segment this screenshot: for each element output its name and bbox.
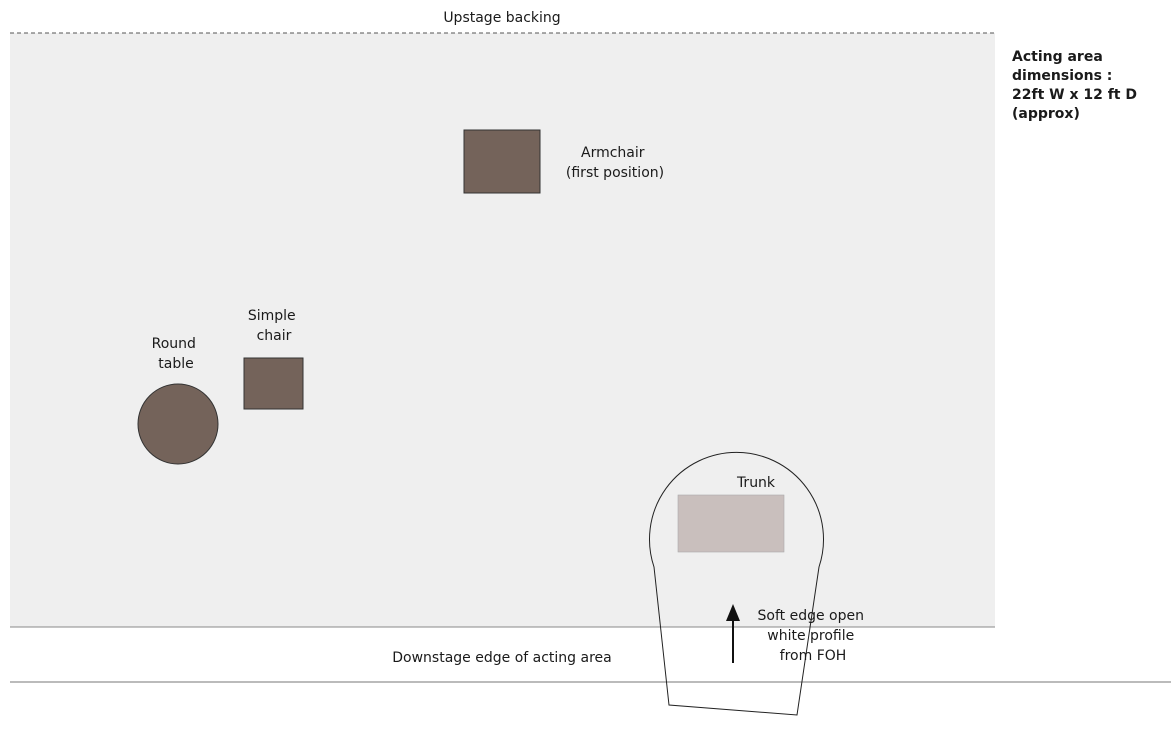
lighting-note: Soft edge open white profile from FOH (758, 608, 869, 664)
armchair-label: Armchair (first position) (566, 145, 664, 181)
simple-chair-label-line-1: Simple (248, 308, 296, 324)
trunk-prop (677, 494, 785, 553)
lighting-note-line-1: Soft edge open (758, 608, 864, 624)
trunk-label: Trunk (736, 475, 776, 491)
simple-chair-prop (243, 357, 304, 410)
lighting-note-line-3: from FOH (780, 648, 847, 664)
dimensions-line-1: Acting area (1012, 49, 1103, 65)
round-table-label-line-1: Round (152, 336, 196, 352)
armchair-prop (463, 129, 541, 194)
round-table-prop (137, 383, 219, 465)
lighting-note-line-2: white profile (767, 628, 854, 644)
simple-chair-label: Simple chair (248, 308, 300, 344)
armchair-label-line-1: Armchair (581, 145, 645, 161)
profile-beam-outline (649, 451, 824, 716)
up-arrow-icon (726, 604, 740, 621)
acting-area (10, 33, 995, 627)
simple-chair-label-line-2: chair (257, 328, 292, 344)
dimensions-line-3: 22ft W x 12 ft D (1012, 87, 1137, 103)
dimensions-line-2: dimensions : (1012, 68, 1113, 84)
round-table-label: Round table (152, 336, 201, 372)
downstage-edge-label: Downstage edge of acting area (392, 650, 611, 666)
acting-area-dimensions: Acting area dimensions : 22ft W x 12 ft … (1012, 48, 1167, 124)
upstage-backing-label: Upstage backing (443, 10, 560, 26)
dimensions-line-4: (approx) (1012, 106, 1080, 122)
armchair-label-line-2: (first position) (566, 165, 664, 181)
round-table-label-line-2: table (158, 356, 193, 372)
